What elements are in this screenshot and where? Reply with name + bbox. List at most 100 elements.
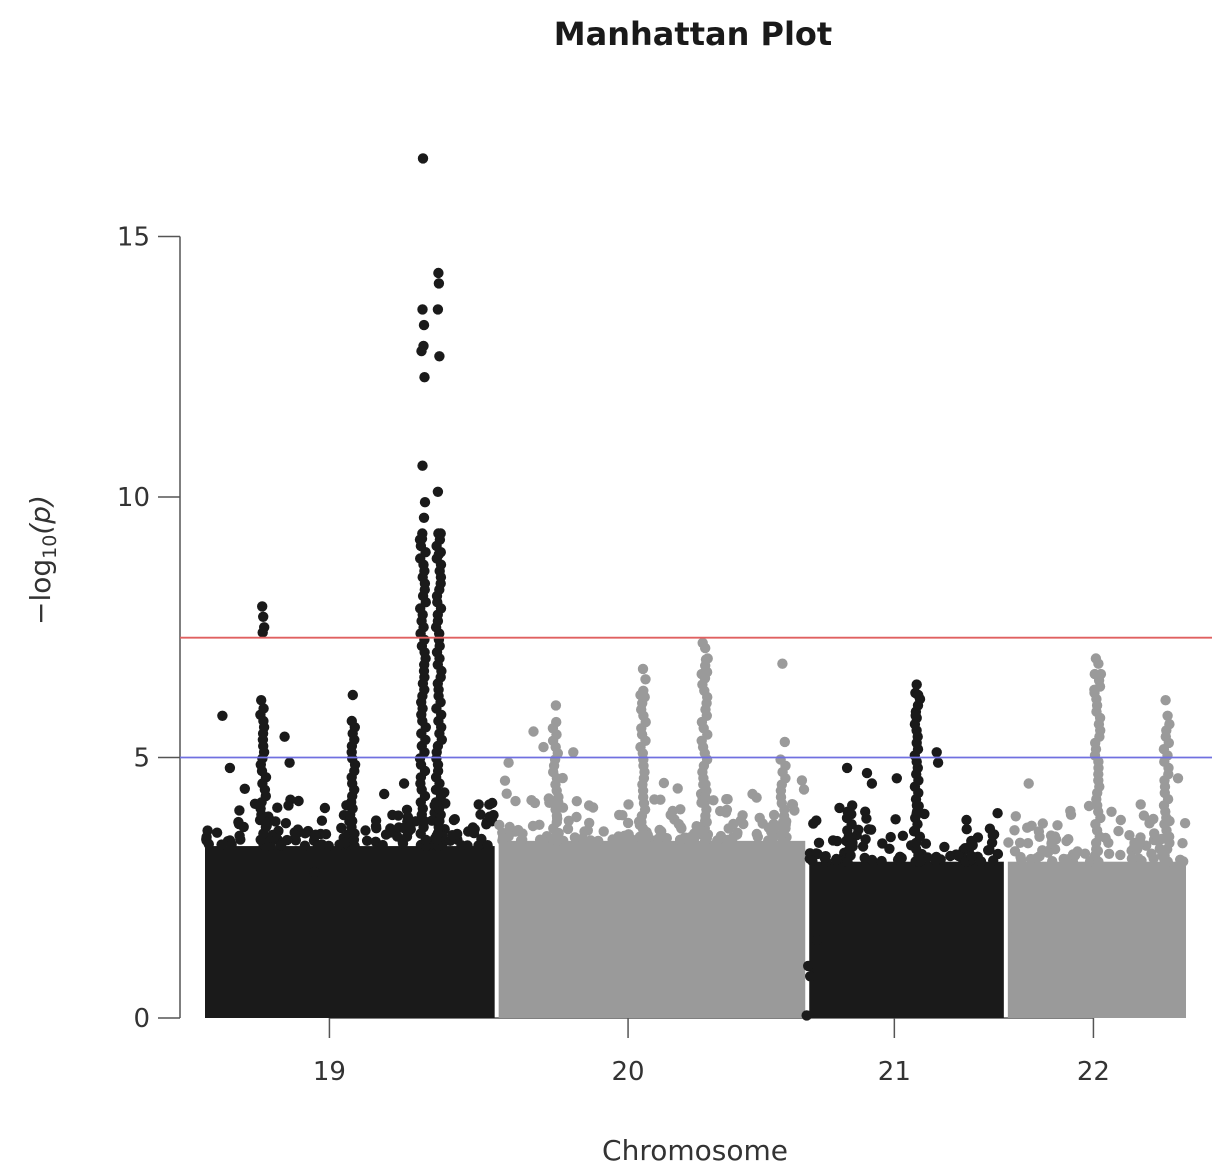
snp-point: [1115, 849, 1126, 861]
snp-peak-point: [432, 304, 444, 315]
chromosome-22-points: [1003, 653, 1191, 1018]
chromosome-19-points: [201, 153, 499, 1018]
snp-peak-point: [1011, 929, 1022, 940]
y-tick-label: 10: [117, 483, 150, 513]
snp-point: [975, 856, 987, 867]
snp-point: [563, 815, 574, 826]
snp-point: [290, 829, 301, 841]
snp-peak-point: [473, 799, 484, 810]
snp-point: [895, 853, 906, 864]
snp-peak-point: [309, 866, 320, 878]
snp-point: [1014, 837, 1026, 848]
snp-point: [504, 821, 515, 833]
snp-point: [569, 832, 581, 843]
snp-point: [863, 824, 875, 835]
snp-point: [617, 810, 628, 821]
snp-point: [735, 815, 746, 826]
snp-point: [722, 834, 733, 846]
snp-peak-point: [1095, 668, 1107, 680]
snp-peak-point: [224, 762, 236, 774]
snp-point: [1083, 800, 1095, 812]
snp-point: [320, 829, 332, 840]
snp-point: [667, 805, 678, 817]
snp-point: [1021, 822, 1033, 833]
snp-point: [551, 716, 562, 728]
snp-point: [1063, 834, 1074, 845]
snp-peak-point: [417, 304, 428, 315]
snp-peak-point: [911, 679, 922, 690]
snp-point: [1009, 846, 1021, 857]
snp-point: [623, 799, 634, 810]
snp-peak-point: [256, 695, 267, 706]
snp-point: [860, 806, 871, 817]
snp-point: [234, 830, 245, 841]
snp-peak-point: [1162, 710, 1173, 721]
snp-point: [403, 821, 415, 833]
snp-point: [527, 820, 539, 832]
snp-point: [571, 796, 582, 807]
dense-snp-band: [809, 861, 1004, 1018]
snp-point: [866, 854, 878, 866]
snp-peak-point: [417, 460, 428, 471]
snp-point: [1144, 818, 1155, 829]
snp-peak-point: [1089, 684, 1100, 695]
snp-peak-point: [635, 689, 646, 701]
snp-peak-point: [217, 710, 228, 721]
chart-title: Manhattan Plot: [554, 15, 832, 53]
snp-peak-point: [418, 319, 430, 331]
snp-point: [992, 808, 1003, 819]
snp-point: [283, 800, 294, 811]
snp-point: [1175, 854, 1186, 865]
snp-point: [877, 838, 888, 849]
snp-peak-point: [416, 533, 428, 544]
chromosome-20-points: [494, 637, 810, 1018]
snp-peak-point: [861, 767, 873, 779]
snp-point: [336, 822, 347, 834]
snp-peak-point: [700, 642, 711, 654]
snp-peak-point: [640, 674, 651, 685]
snp-point: [299, 840, 311, 851]
snp-point: [385, 827, 396, 838]
snp-point: [498, 833, 509, 844]
snp-point: [811, 815, 822, 826]
snp-point: [672, 783, 683, 794]
snp-point: [426, 815, 438, 826]
snp-point: [1022, 838, 1034, 849]
dense-snp-band: [1007, 861, 1186, 1018]
snp-point: [751, 828, 762, 840]
snp-point: [1113, 825, 1124, 837]
snp-point: [226, 839, 237, 850]
snp-peak-point: [257, 627, 268, 638]
snp-point: [534, 834, 546, 845]
x-tick-label: 19: [313, 1057, 346, 1087]
snp-peak-point: [433, 549, 445, 560]
snp-point: [571, 811, 582, 823]
snp-point: [972, 832, 984, 843]
snp-peak-point: [528, 726, 539, 737]
snp-peak-point: [398, 778, 410, 789]
snp-point: [585, 835, 596, 846]
snp-point: [1010, 811, 1021, 822]
snp-peak-point: [417, 153, 429, 164]
snp-peak-point: [433, 278, 445, 289]
snp-point: [964, 840, 976, 852]
snp-point: [1016, 854, 1027, 866]
data-points: [201, 153, 1191, 1021]
snp-peak-point: [419, 372, 430, 383]
snp-peak-point: [777, 658, 788, 669]
snp-point: [562, 823, 574, 835]
snp-point: [510, 795, 521, 807]
snp-peak-point: [346, 715, 357, 727]
snp-point: [673, 818, 684, 830]
snp-peak-point: [932, 757, 944, 768]
snp-point: [501, 788, 512, 799]
snp-point: [831, 835, 843, 847]
snp-point: [1135, 837, 1146, 848]
snp-point: [966, 850, 977, 862]
snp-peak-point: [1135, 799, 1146, 810]
snp-point: [316, 815, 328, 826]
snp-point: [340, 837, 351, 848]
snp-point: [930, 855, 941, 866]
dense-snp-band: [498, 840, 806, 1018]
snp-point: [515, 835, 527, 846]
